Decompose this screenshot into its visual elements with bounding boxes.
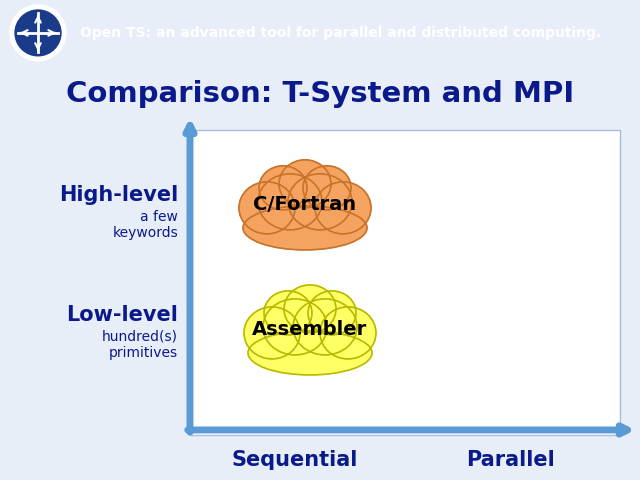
Text: C/Fortran: C/Fortran bbox=[253, 195, 356, 215]
Ellipse shape bbox=[279, 160, 331, 208]
Ellipse shape bbox=[288, 174, 352, 230]
Ellipse shape bbox=[293, 299, 357, 355]
Ellipse shape bbox=[263, 299, 327, 355]
Ellipse shape bbox=[264, 291, 312, 335]
Ellipse shape bbox=[239, 182, 295, 234]
Text: High-level: High-level bbox=[59, 185, 178, 205]
Text: Assembler: Assembler bbox=[252, 321, 367, 339]
Text: Parallel: Parallel bbox=[466, 450, 554, 470]
Circle shape bbox=[10, 5, 66, 61]
Text: Sequential: Sequential bbox=[232, 450, 358, 470]
Circle shape bbox=[15, 10, 61, 56]
FancyBboxPatch shape bbox=[190, 130, 620, 435]
Ellipse shape bbox=[259, 166, 307, 210]
Ellipse shape bbox=[315, 182, 371, 234]
Ellipse shape bbox=[284, 285, 336, 333]
Text: Low-level: Low-level bbox=[66, 305, 178, 325]
Ellipse shape bbox=[303, 166, 351, 210]
Text: a few
keywords: a few keywords bbox=[112, 210, 178, 240]
Ellipse shape bbox=[243, 206, 367, 250]
Ellipse shape bbox=[244, 307, 300, 359]
Ellipse shape bbox=[308, 291, 356, 335]
Ellipse shape bbox=[320, 307, 376, 359]
Text: Comparison: T-System and MPI: Comparison: T-System and MPI bbox=[66, 80, 574, 108]
Text: Open TS: an advanced tool for parallel and distributed computing.: Open TS: an advanced tool for parallel a… bbox=[80, 26, 601, 40]
Ellipse shape bbox=[248, 331, 372, 375]
Text: hundred(s)
primitives: hundred(s) primitives bbox=[102, 330, 178, 360]
Ellipse shape bbox=[258, 174, 322, 230]
